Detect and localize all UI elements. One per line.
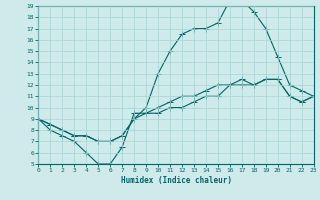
X-axis label: Humidex (Indice chaleur): Humidex (Indice chaleur): [121, 176, 231, 185]
